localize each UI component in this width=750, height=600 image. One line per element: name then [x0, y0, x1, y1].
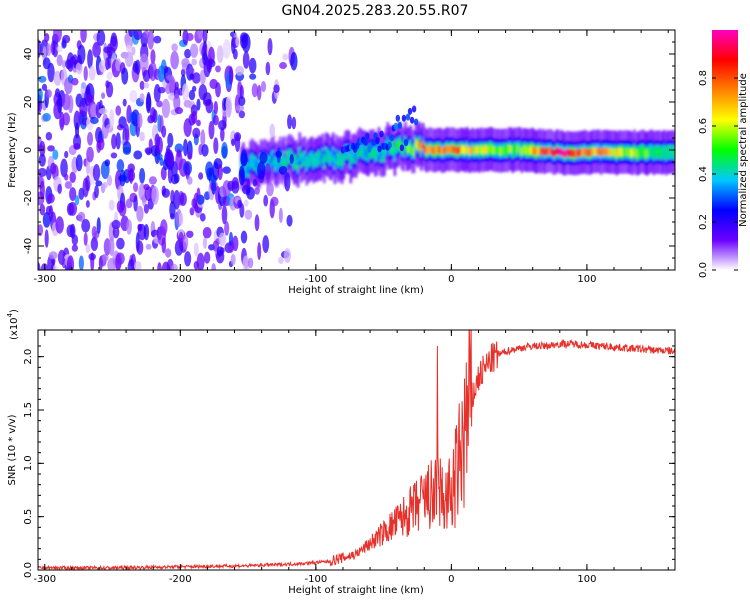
y-tick-label: 0.5 [23, 509, 34, 525]
colorbar-ticks: 0.0 0.2 0.4 0.6 0.8 [698, 70, 738, 278]
y-tick-label: 40 [23, 48, 34, 61]
x-tick-label: -300 [33, 274, 56, 285]
snr-y-label: SNR (10 * v/v) [7, 414, 18, 485]
y-tick-label: -40 [23, 238, 34, 254]
colorbar-gradient [712, 30, 738, 270]
snr-x-ticks: -300 -200 -100 0 100 [33, 330, 669, 585]
snr-panel: -300 -200 -100 0 100 0.0 0.5 1.0 1.5 2.0 Height … [6, 309, 676, 596]
snr-y-multiplier-close: ) [9, 309, 20, 313]
spectrogram-y-label: Frequency (Hz) [7, 112, 18, 188]
y-tick-label: 1.0 [23, 455, 34, 471]
y-tick-label: 20 [23, 96, 34, 109]
colorbar-tick-label: 0.4 [698, 166, 709, 182]
x-tick-label: 0 [448, 274, 454, 285]
colorbar-tick-label: 0.2 [698, 214, 709, 230]
snr-series-line [38, 330, 675, 570]
colorbar-tick-label: 0.6 [698, 118, 709, 134]
spectrogram-heatmap [38, 30, 675, 270]
figure-title: GN04.2025.283.20.55.R07 [282, 3, 469, 19]
snr-frame [37, 329, 676, 571]
y-tick-label: -20 [23, 190, 34, 206]
spectrogram-x-label: Height of straight line (km) [288, 285, 424, 296]
x-tick-label: -100 [304, 574, 327, 585]
y-tick-label: 0 [23, 147, 34, 153]
snr-y-multiplier-exp: 4 [6, 312, 14, 317]
x-tick-label: 100 [577, 574, 596, 585]
snr-plot-area [38, 330, 675, 570]
y-tick-label: 2.0 [23, 349, 34, 365]
spectrogram-x-ticks: -300 -200 -100 0 100 [33, 30, 669, 285]
svg-text:(x104): (x104) [6, 309, 20, 340]
x-tick-label: 0 [448, 574, 454, 585]
colorbar-label: Normalized spectral amplitude [738, 73, 749, 227]
x-tick-label: -200 [169, 274, 192, 285]
x-tick-label: -300 [33, 574, 56, 585]
colorbar-tick-label: 0.0 [698, 262, 709, 278]
snr-line-path [38, 330, 675, 570]
colorbar-tick-label: 0.8 [698, 70, 709, 86]
x-tick-label: 100 [577, 274, 596, 285]
snr-x-label: Height of straight line (km) [288, 585, 424, 596]
x-tick-label: -100 [304, 274, 327, 285]
spectrogram-y-ticks: -40 -20 0 20 40 [23, 29, 675, 271]
y-tick-label: 0.0 [23, 562, 34, 578]
snr-y-multiplier: (x104) [6, 309, 20, 340]
colorbar: 0.0 0.2 0.4 0.6 0.8 Normalized spectral ampl… [698, 30, 749, 278]
x-tick-label: -200 [169, 574, 192, 585]
snr-y-multiplier-base: (x10 [9, 317, 20, 340]
snr-y-ticks: 0.0 0.5 1.0 1.5 2.0 [23, 345, 675, 578]
y-tick-label: 1.5 [23, 402, 34, 418]
